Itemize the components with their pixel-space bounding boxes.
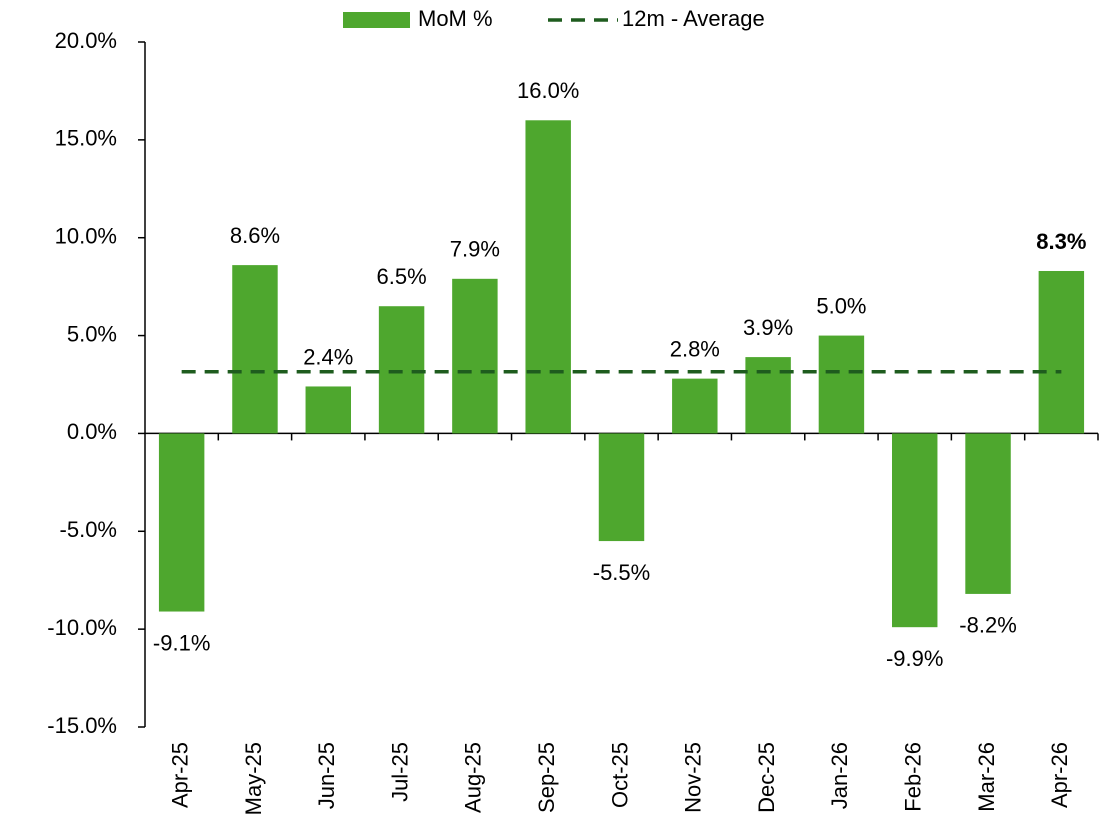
data-label: 2.4% bbox=[303, 344, 353, 369]
x-tick-label: Apr-25 bbox=[167, 742, 192, 808]
y-tick-label: 20.0% bbox=[55, 28, 117, 53]
x-tick-label: Apr-26 bbox=[1047, 742, 1072, 808]
legend-label: 12m - Average bbox=[622, 6, 765, 31]
x-tick-label: Jul-25 bbox=[387, 742, 412, 802]
x-tick-label: Sep-25 bbox=[534, 742, 559, 813]
bar bbox=[525, 120, 571, 434]
x-tick-label: Jan-26 bbox=[827, 742, 852, 809]
bar bbox=[158, 433, 205, 612]
y-tick-label: 10.0% bbox=[55, 224, 117, 249]
x-tick-label: May-25 bbox=[241, 742, 266, 815]
bar bbox=[1038, 270, 1085, 434]
data-label: 8.3% bbox=[1036, 229, 1086, 254]
x-tick-label: Nov-25 bbox=[681, 742, 706, 813]
bar bbox=[745, 357, 791, 434]
data-label: 2.8% bbox=[670, 336, 720, 361]
y-tick-label: -5.0% bbox=[60, 517, 117, 542]
data-label: 3.9% bbox=[743, 315, 793, 340]
data-label: -8.2% bbox=[959, 613, 1016, 638]
x-tick-label: Aug-25 bbox=[461, 742, 486, 813]
x-tick-label: Oct-25 bbox=[607, 742, 632, 808]
legend-swatch bbox=[343, 12, 410, 28]
y-tick-label: 15.0% bbox=[55, 126, 117, 151]
bar bbox=[598, 433, 645, 542]
bar bbox=[672, 378, 718, 434]
bar bbox=[892, 433, 938, 628]
y-tick-label: -10.0% bbox=[47, 615, 117, 640]
data-label: 5.0% bbox=[816, 293, 866, 318]
x-tick-label: Jun-25 bbox=[314, 742, 339, 809]
data-label: -5.5% bbox=[593, 560, 650, 585]
bar bbox=[232, 265, 278, 434]
data-label: 7.9% bbox=[450, 237, 500, 262]
data-label: -9.1% bbox=[153, 630, 210, 655]
x-tick-label: Feb-26 bbox=[901, 742, 926, 812]
y-tick-label: -15.0% bbox=[47, 713, 117, 738]
data-label: -9.9% bbox=[886, 646, 943, 671]
data-label: 8.6% bbox=[230, 223, 280, 248]
bar bbox=[452, 278, 498, 434]
legend-label: MoM % bbox=[418, 6, 493, 31]
y-tick-label: 0.0% bbox=[67, 419, 117, 444]
data-label: 16.0% bbox=[517, 78, 579, 103]
bar bbox=[378, 306, 425, 434]
bar bbox=[965, 433, 1011, 594]
x-tick-label: Dec-25 bbox=[754, 742, 779, 813]
x-tick-label: Mar-26 bbox=[974, 742, 999, 812]
bar bbox=[305, 386, 351, 434]
y-tick-label: 5.0% bbox=[67, 321, 117, 346]
data-label: 6.5% bbox=[376, 264, 426, 289]
bar bbox=[818, 335, 865, 434]
